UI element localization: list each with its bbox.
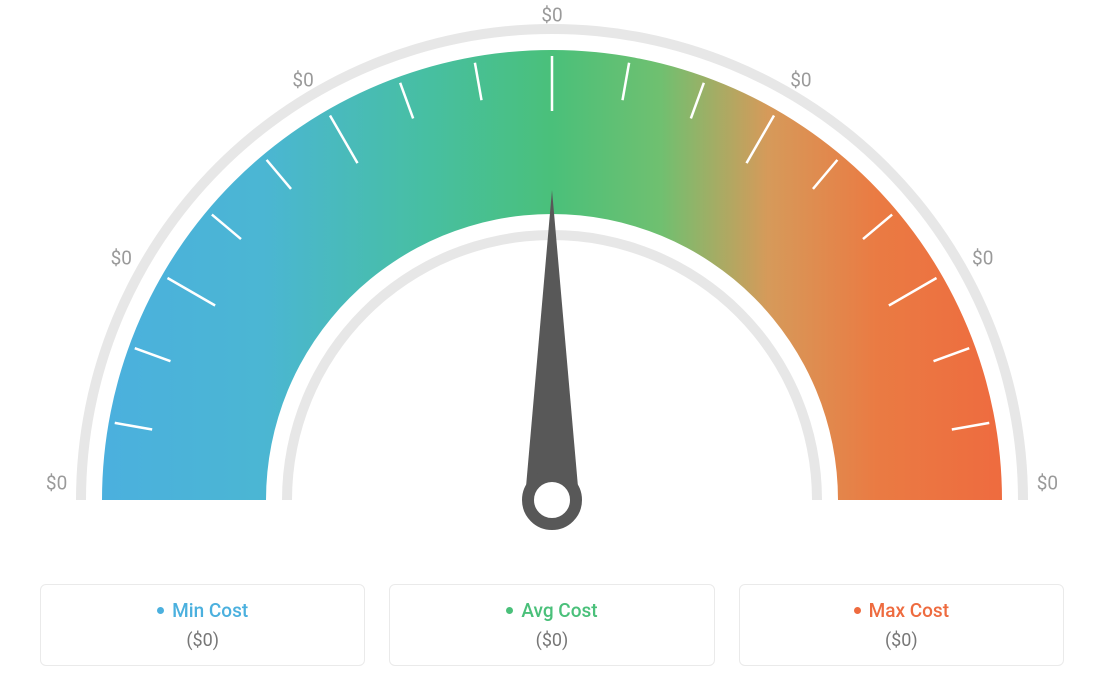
gauge-tick-label: $0 xyxy=(972,246,993,269)
gauge-chart: $0 $0 $0 $0 $0 $0 $0 xyxy=(12,0,1092,560)
gauge-tick-label: $0 xyxy=(541,4,562,27)
legend-card-min: Min Cost ($0) xyxy=(40,584,365,666)
dot-icon xyxy=(157,607,164,614)
gauge-svg xyxy=(12,0,1092,560)
legend-label: Avg Cost xyxy=(521,599,597,622)
legend-title-avg: Avg Cost xyxy=(506,599,597,622)
dot-icon xyxy=(506,607,513,614)
legend-title-max: Max Cost xyxy=(854,599,949,622)
gauge-tick-label: $0 xyxy=(111,246,132,269)
dot-icon xyxy=(854,607,861,614)
legend-value: ($0) xyxy=(740,630,1063,651)
gauge-tick-label: $0 xyxy=(790,68,811,91)
legend-row: Min Cost ($0) Avg Cost ($0) Max Cost ($0… xyxy=(0,584,1104,666)
legend-title-min: Min Cost xyxy=(157,599,248,622)
legend-card-max: Max Cost ($0) xyxy=(739,584,1064,666)
legend-value: ($0) xyxy=(390,630,713,651)
legend-label: Min Cost xyxy=(172,599,248,622)
gauge-tick-label: $0 xyxy=(1037,472,1058,495)
legend-label: Max Cost xyxy=(869,599,949,622)
gauge-tick-label: $0 xyxy=(292,68,313,91)
legend-card-avg: Avg Cost ($0) xyxy=(389,584,714,666)
legend-value: ($0) xyxy=(41,630,364,651)
gauge-tick-label: $0 xyxy=(46,472,67,495)
